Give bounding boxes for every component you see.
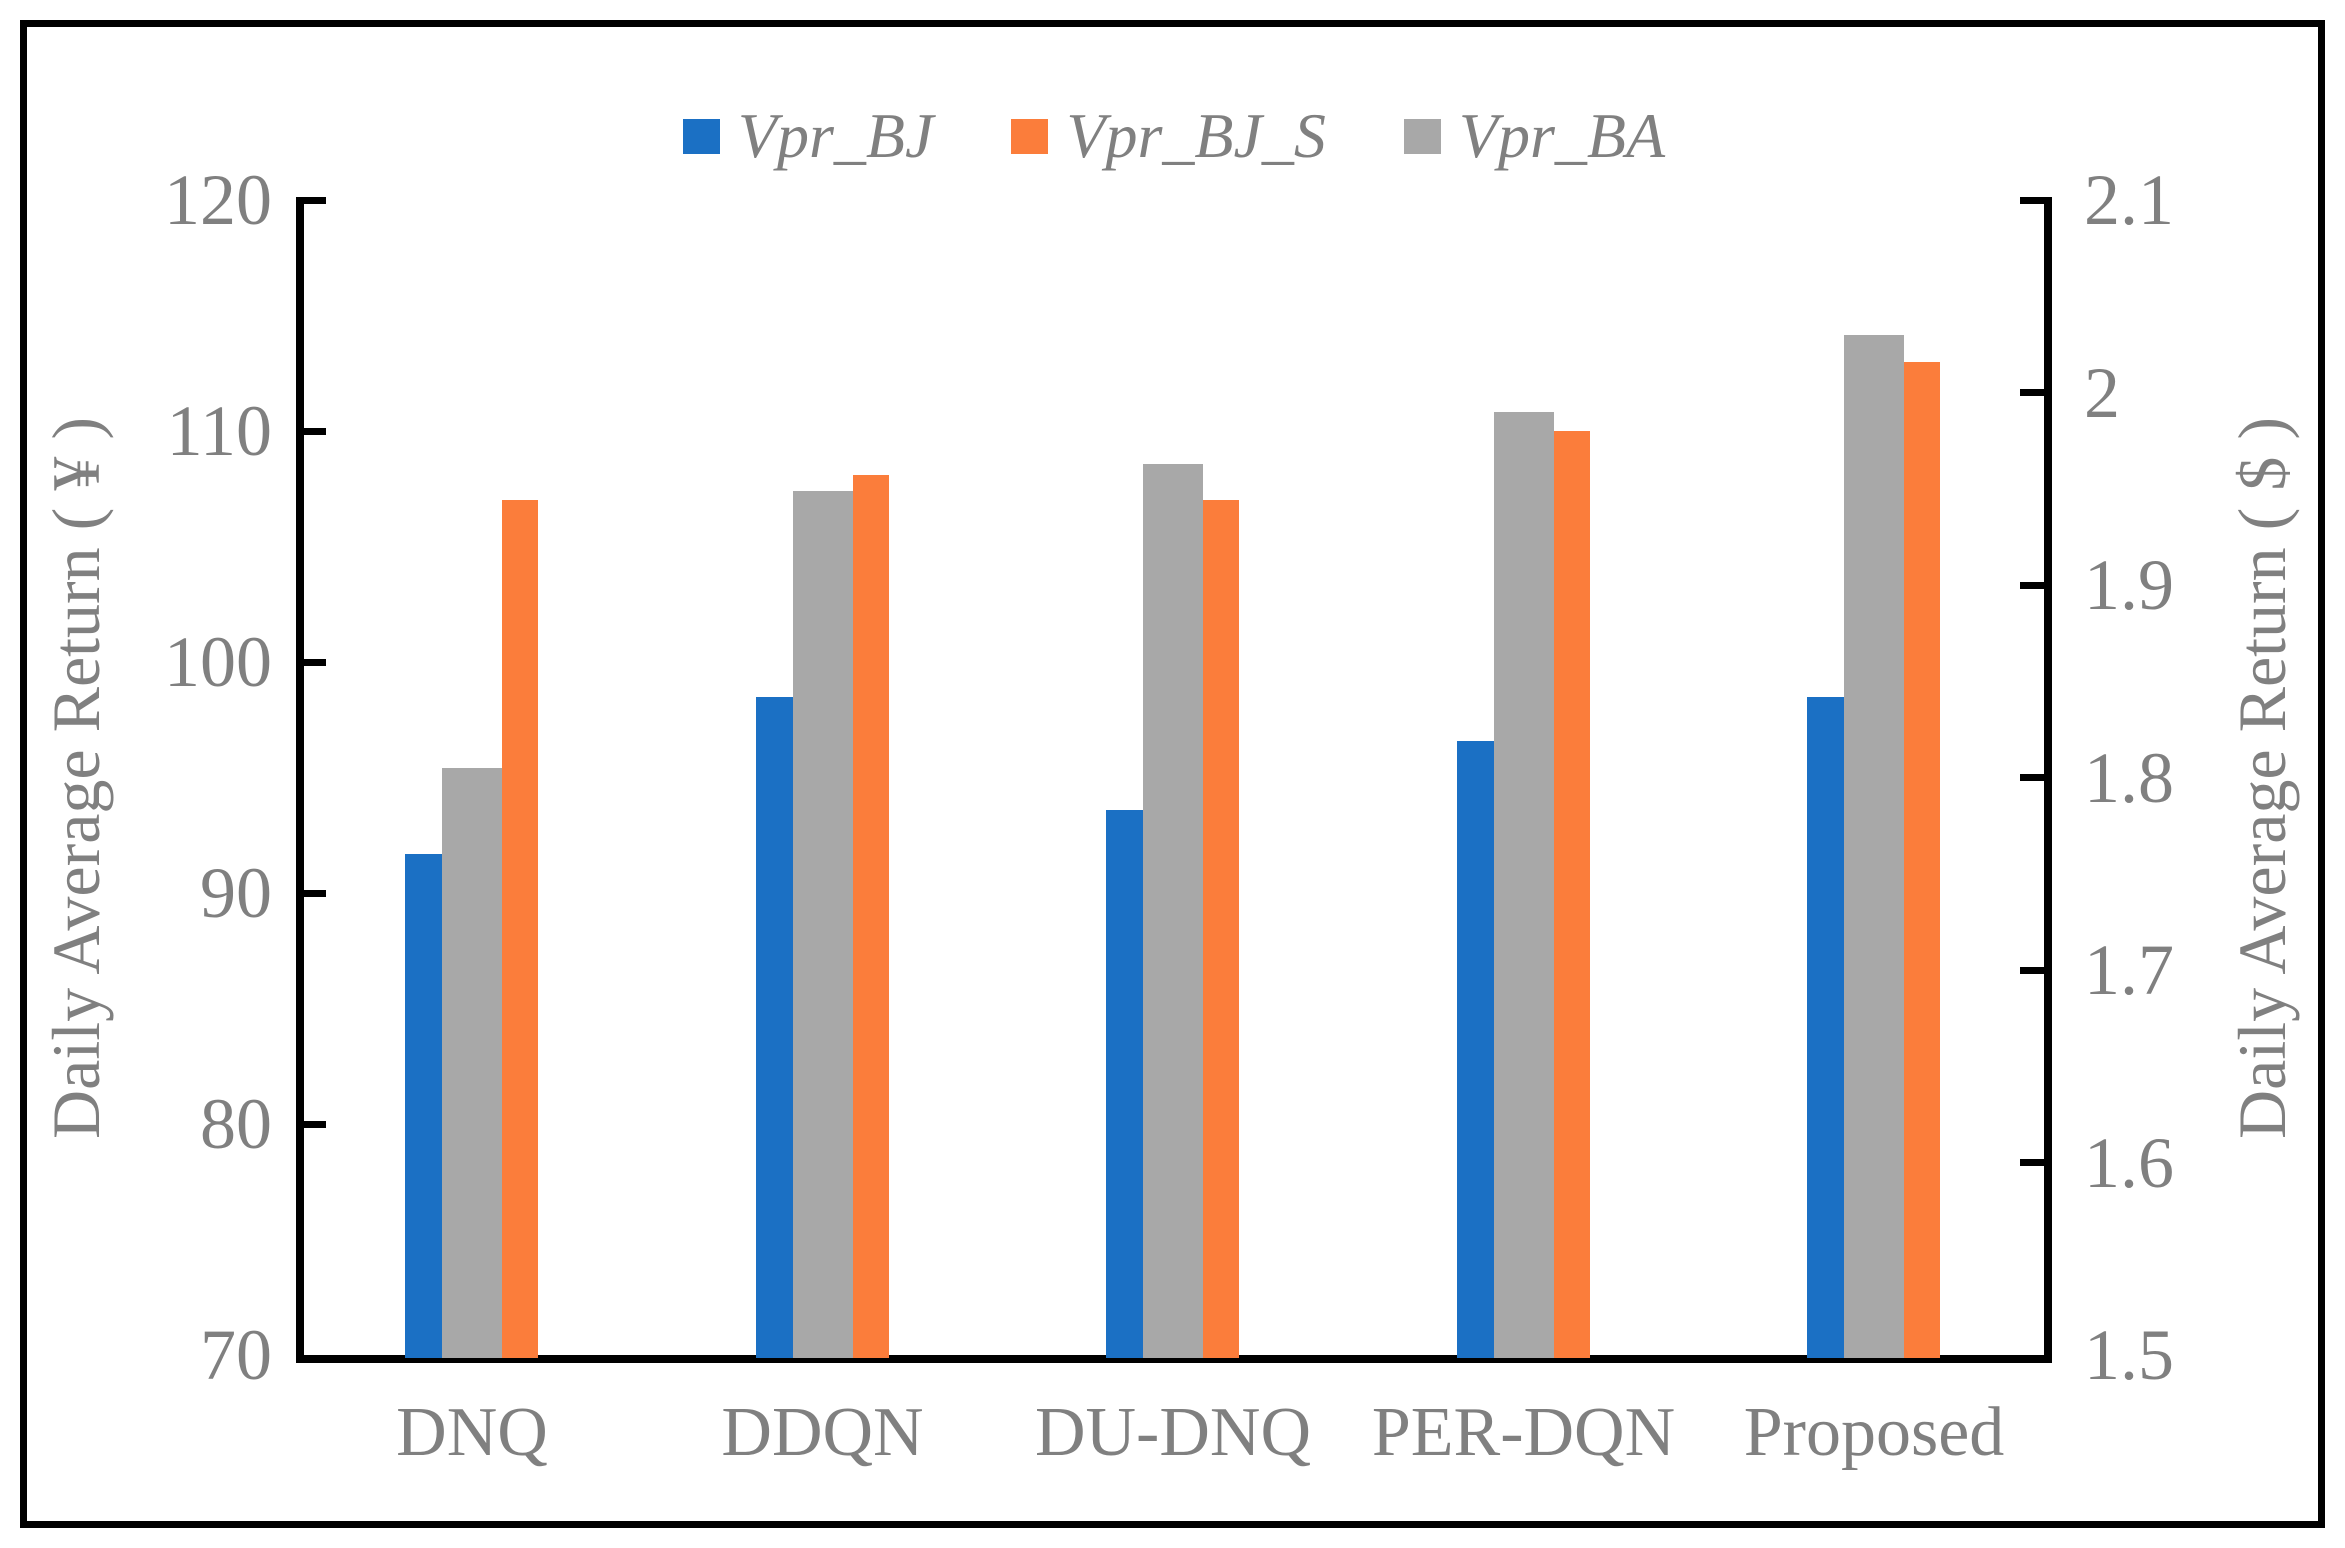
left-axis-tick xyxy=(304,658,326,666)
bar-vpr_ba-proposed xyxy=(1844,334,1904,1358)
left-axis-tick-label: 120 xyxy=(164,160,272,240)
left-axis-tick-label: 90 xyxy=(200,853,272,933)
left-axis-tick-label: 80 xyxy=(200,1084,272,1164)
left-axis-tick-label: 100 xyxy=(164,622,272,702)
left-axis-tick-label: 110 xyxy=(166,391,272,471)
left-axis-title: Daily Average Return ( ¥ ) xyxy=(38,417,114,1139)
chart-legend: Vpr_BJ Vpr_BJ_S Vpr_BA xyxy=(296,96,2052,176)
bar-vpr_bj_s-dnq xyxy=(502,500,538,1358)
category-label-du-dnq: DU-DNQ xyxy=(1034,1394,1312,1471)
category-label-per-dqn: PER-DQN xyxy=(1371,1394,1676,1471)
left-axis-tick xyxy=(304,196,326,204)
right-axis-tick-label: 1.6 xyxy=(2084,1122,2174,1203)
right-axis-tick xyxy=(2020,389,2044,396)
left-axis-tick xyxy=(304,889,326,897)
bar-vpr_bj-proposed xyxy=(1807,696,1844,1358)
right-axis-line xyxy=(2044,197,2052,1363)
right-axis-tick-label: 1.7 xyxy=(2084,930,2174,1010)
right-axis-tick xyxy=(2020,1159,2044,1166)
bar-vpr_bj_s-per-dqn xyxy=(1553,431,1590,1358)
right-axis-tick-label: 1.8 xyxy=(2084,737,2174,818)
legend-item-vpr_ba: Vpr_BA xyxy=(1403,100,1666,171)
right-axis-tick xyxy=(2020,581,2044,589)
bar-vpr_ba-du-dnq xyxy=(1143,463,1203,1358)
legend-item-vpr_bj_s: Vpr_BJ_S xyxy=(1011,104,1326,168)
bar-vpr_ba-dnq xyxy=(442,767,502,1358)
bar-vpr_ba-ddqn xyxy=(792,490,853,1358)
bar-vpr_bj_s-du-dnq xyxy=(1203,500,1239,1358)
category-label-ddqn: DDQN xyxy=(721,1394,924,1471)
right-axis-tick xyxy=(2020,196,2044,204)
right-axis-tick-label: 1.9 xyxy=(2084,545,2174,625)
bar-vpr_ba-per-dqn xyxy=(1493,411,1554,1358)
bar-vpr_bj-ddqn xyxy=(755,696,793,1358)
bar-vpr_bj-per-dqn xyxy=(1456,740,1494,1358)
legend-label: Vpr_BA xyxy=(1458,100,1666,171)
legend-swatch-icon xyxy=(1403,118,1441,154)
right-axis-tick xyxy=(2020,966,2044,974)
right-axis-title: Daily Average Return ( $ ) xyxy=(2224,417,2300,1139)
left-axis-tick-label: 70 xyxy=(200,1315,272,1395)
bar-vpr_bj_s-ddqn xyxy=(852,474,889,1358)
right-axis-tick-label: 2.1 xyxy=(2084,160,2174,240)
bottom-axis-line xyxy=(296,1355,2052,1363)
legend-swatch-icon xyxy=(682,118,720,154)
right-axis-tick-label: 2 xyxy=(2084,352,2120,433)
left-axis-line xyxy=(296,197,304,1363)
right-axis-tick xyxy=(2020,774,2044,781)
legend-label: Vpr_BJ_S xyxy=(1066,100,1326,171)
legend-swatch-icon xyxy=(1011,118,1049,154)
bar-vpr_bj_s-proposed xyxy=(1904,361,1940,1358)
category-label-dnq: DNQ xyxy=(396,1394,548,1471)
bar-vpr_bj-du-dnq xyxy=(1106,809,1143,1358)
bar-vpr_bj-dnq xyxy=(405,853,442,1358)
legend-label: Vpr_BJ xyxy=(737,100,934,171)
right-axis-tick-label: 1.5 xyxy=(2084,1315,2174,1395)
left-axis-tick xyxy=(304,1120,326,1128)
legend-item-vpr_bj: Vpr_BJ xyxy=(682,100,934,171)
category-label-proposed: Proposed xyxy=(1743,1394,2005,1471)
left-axis-tick xyxy=(304,427,326,435)
